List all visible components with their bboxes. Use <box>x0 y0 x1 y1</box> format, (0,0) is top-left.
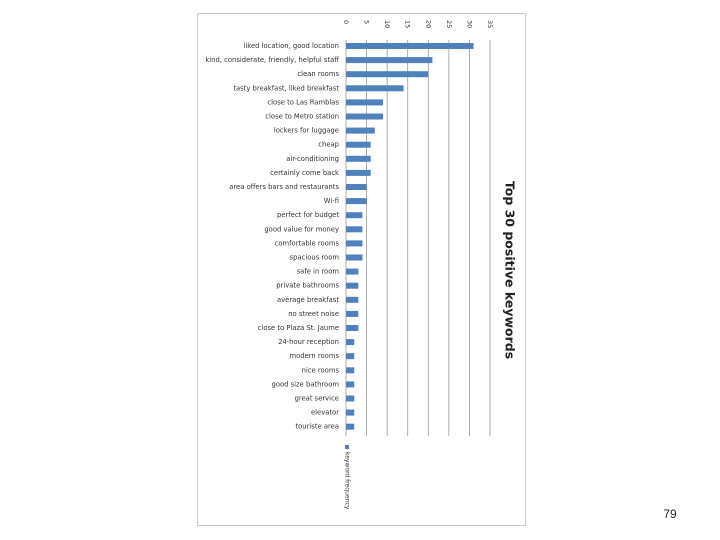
bar <box>346 339 355 346</box>
category-label: good value for money <box>264 225 339 233</box>
bar <box>346 240 363 247</box>
x-tick-label: 25 <box>445 20 453 28</box>
bar <box>346 155 371 162</box>
category-label: 24-hour reception <box>278 338 339 346</box>
bar <box>346 310 359 317</box>
category-label: lockers for luggage <box>274 127 339 135</box>
category-label: perfect for budget <box>277 211 339 219</box>
bar <box>346 409 355 416</box>
category-label: close to Plaza St. Jaume <box>258 324 339 332</box>
bar <box>346 212 363 219</box>
category-label: spacious room <box>290 254 340 262</box>
bar <box>346 99 384 106</box>
legend-label: keyword frequency <box>344 452 351 510</box>
category-label: cheap <box>318 141 339 149</box>
category-label: Wi-fi <box>324 197 339 205</box>
bar <box>346 395 355 402</box>
category-label: liked location, good location <box>244 42 340 50</box>
bar <box>346 198 367 205</box>
x-tick-label: 5 <box>363 20 371 24</box>
bar <box>346 296 359 303</box>
category-label: elevator <box>311 409 339 417</box>
bar <box>346 85 404 92</box>
bar <box>346 184 367 190</box>
bar <box>346 423 355 430</box>
category-label: close to Las Ramblas <box>267 98 339 106</box>
bar-chart: 0 5 10 15 20 25 30 35 liked location, good locat… <box>205 20 518 510</box>
bar <box>346 254 363 261</box>
x-tick-label: 20 <box>424 20 432 28</box>
category-label: close to Metro station <box>265 113 339 121</box>
bar <box>346 169 371 176</box>
bar <box>346 141 371 148</box>
legend-swatch <box>345 445 349 449</box>
bar <box>346 353 355 360</box>
bar <box>346 325 359 331</box>
bar <box>346 127 375 134</box>
slide-number: 79 <box>663 507 677 521</box>
bar <box>346 43 474 49</box>
category-label: comfortable rooms <box>275 239 340 247</box>
category-label: certainly come back <box>270 169 339 177</box>
category-label: average breakfast <box>277 296 339 304</box>
category-label: clean rooms <box>297 70 339 78</box>
category-label: good size bathroom <box>272 380 340 388</box>
category-label: touriste area <box>295 423 339 431</box>
category-label: area offers bars and restaurants <box>229 183 339 191</box>
bar <box>346 226 363 233</box>
bar <box>346 57 433 64</box>
chart-frame: 0 5 10 15 20 25 30 35 liked location, good locat… <box>197 13 526 526</box>
bar <box>346 367 355 374</box>
bar <box>346 268 359 275</box>
category-label: kind, considerate, friendly, helpful sta… <box>205 56 339 64</box>
category-label: private bathrooms <box>276 282 339 290</box>
x-tick-label: 10 <box>383 20 391 28</box>
category-label: tasty breakfast, liked breakfast <box>233 84 339 92</box>
category-label: modern rooms <box>289 352 339 360</box>
x-tick-label: 0 <box>342 20 350 24</box>
category-label: no street noise <box>288 310 339 318</box>
category-label: great service <box>295 395 339 403</box>
x-tick-label: 35 <box>486 20 494 28</box>
bar <box>346 282 359 289</box>
category-label: nice rooms <box>302 366 340 374</box>
category-label: air-conditioning <box>286 155 339 163</box>
chart-title: Top 30 positive keywords <box>503 181 518 359</box>
bar <box>346 113 384 120</box>
category-label: safe in room <box>297 268 340 276</box>
bar <box>346 71 429 78</box>
bar <box>346 381 355 388</box>
x-tick-label: 30 <box>465 20 473 28</box>
x-tick-label: 15 <box>404 20 412 28</box>
